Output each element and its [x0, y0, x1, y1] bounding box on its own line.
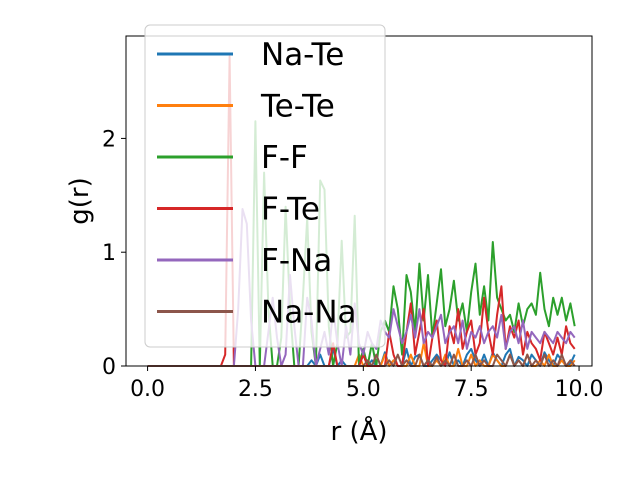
axis-ticks: 0.0 2.5 5.0 7.5 10.0 0 1 2	[102, 127, 604, 402]
legend-label: F-Te	[261, 192, 320, 228]
x-tick-label: 2.5	[238, 377, 273, 402]
legend-label: Te-Te	[260, 89, 335, 125]
legend-label: Na-Te	[261, 37, 344, 73]
y-tick-label: 2	[102, 127, 116, 152]
x-tick-label: 10.0	[555, 377, 604, 402]
x-tick-label: 5.0	[346, 377, 381, 402]
x-axis-label: r (Å)	[330, 415, 387, 447]
legend-label: Na-Na	[261, 295, 357, 331]
x-tick-label: 0.0	[130, 377, 165, 402]
legend: Na-Te Te-Te F-F F-Te F-Na Na-Na	[144, 24, 386, 348]
y-tick-label: 0	[102, 355, 116, 380]
y-axis-label: g(r)	[65, 177, 95, 224]
x-tick-label: 7.5	[454, 377, 489, 402]
y-tick-label: 1	[102, 241, 116, 266]
legend-label: F-F	[261, 140, 308, 176]
legend-label: F-Na	[261, 243, 332, 279]
